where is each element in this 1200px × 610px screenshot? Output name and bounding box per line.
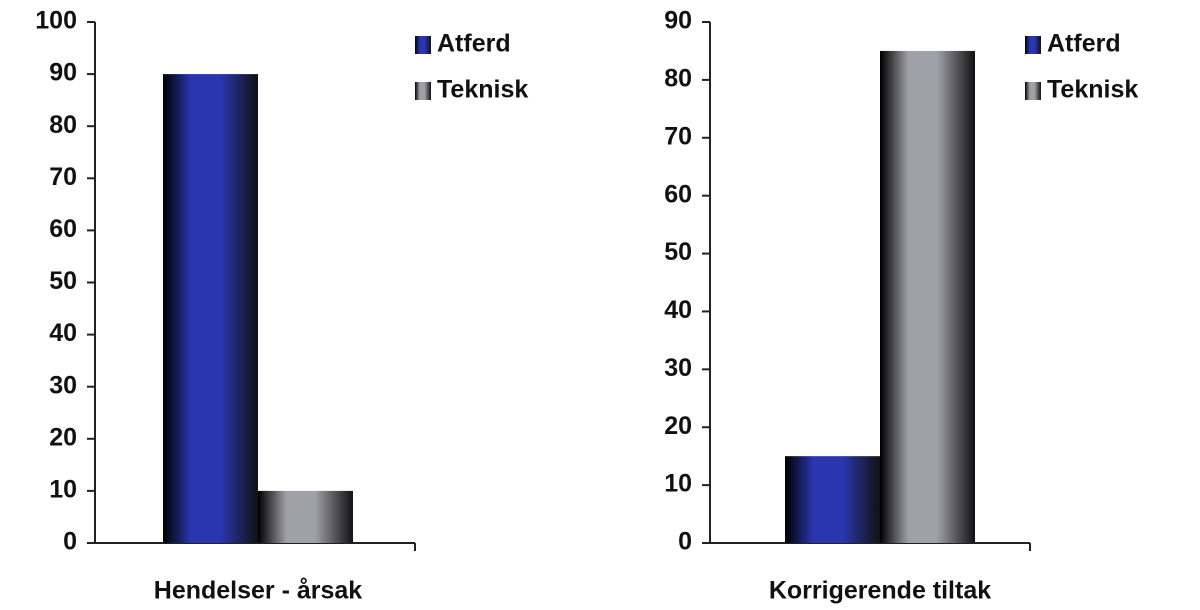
y-tick-label: 80 <box>664 64 692 92</box>
y-tick-label: 70 <box>664 122 692 150</box>
legend-swatch <box>1025 36 1041 54</box>
bar <box>258 490 353 543</box>
y-tick-label: 20 <box>49 423 77 451</box>
y-tick-label: 10 <box>664 470 692 498</box>
bar <box>785 456 880 543</box>
y-tick-label: 0 <box>63 528 77 556</box>
legend-label: Teknisk <box>1047 76 1138 104</box>
x-tick-label: Hendelser - årsak <box>154 577 363 605</box>
y-tick-label: 70 <box>49 163 77 191</box>
legend-swatch <box>1025 82 1041 100</box>
legend-label: Atferd <box>437 30 511 58</box>
y-tick-label: 0 <box>678 528 692 556</box>
legend-swatch <box>415 82 431 100</box>
y-tick-label: 90 <box>664 7 692 35</box>
y-tick-label: 100 <box>35 7 77 35</box>
legend-label: Atferd <box>1047 30 1121 58</box>
bar <box>880 50 975 543</box>
legend-label: Teknisk <box>437 76 528 104</box>
y-tick-label: 10 <box>49 476 77 504</box>
y-tick-label: 60 <box>49 215 77 243</box>
y-tick-label: 60 <box>664 180 692 208</box>
x-tick-label: Korrigerende tiltak <box>769 577 991 605</box>
y-tick-label: 80 <box>49 111 77 139</box>
y-tick-label: 30 <box>49 371 77 399</box>
y-tick-label: 90 <box>49 59 77 87</box>
legend-swatch <box>415 36 431 54</box>
y-tick-label: 50 <box>49 267 77 295</box>
y-tick-label: 40 <box>664 296 692 324</box>
y-tick-label: 30 <box>664 354 692 382</box>
y-tick-label: 40 <box>49 319 77 347</box>
y-tick-label: 50 <box>664 238 692 266</box>
bar <box>163 74 258 543</box>
y-tick-label: 20 <box>664 412 692 440</box>
